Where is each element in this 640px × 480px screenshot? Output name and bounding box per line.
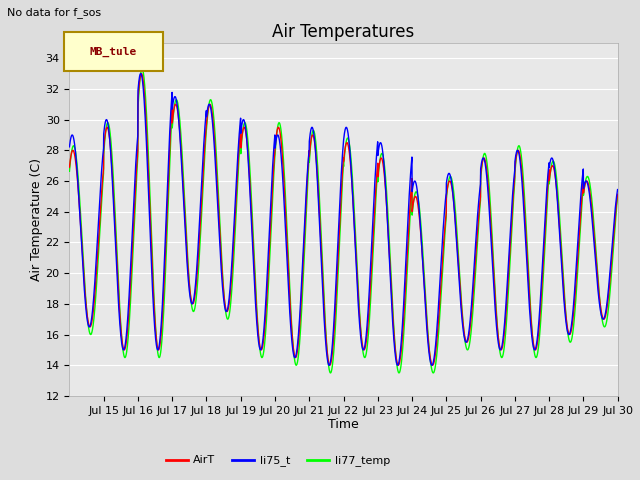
Title: Air Temperatures: Air Temperatures [273, 24, 415, 41]
Text: MB_tule: MB_tule [90, 47, 137, 57]
Legend: AirT, li75_t, li77_temp: AirT, li75_t, li77_temp [161, 451, 394, 471]
X-axis label: Time: Time [328, 419, 359, 432]
Y-axis label: Air Temperature (C): Air Temperature (C) [29, 158, 43, 281]
Text: No data for f_sos: No data for f_sos [7, 7, 101, 18]
FancyBboxPatch shape [64, 32, 163, 71]
